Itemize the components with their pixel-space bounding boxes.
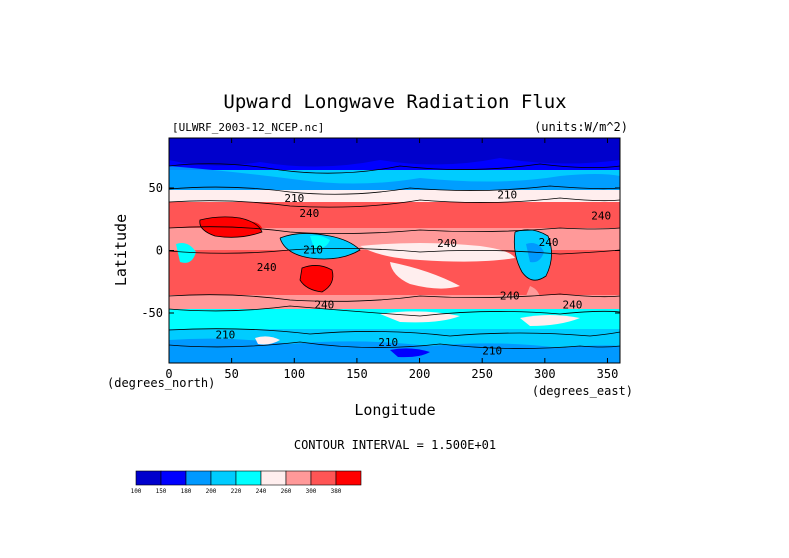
colorbar-swatch — [335, 470, 362, 486]
arabia-hot — [245, 221, 262, 233]
antarctic-core — [390, 348, 430, 358]
x-unit-label: (degrees_east) — [532, 384, 633, 398]
colorbar-label: 380 — [331, 488, 342, 495]
colorbar-label: 150 — [156, 488, 167, 495]
band-midlat-south — [169, 295, 620, 309]
colorbar-swatch — [285, 470, 312, 486]
contour-label: 240 — [299, 207, 319, 220]
colorbar-label: 260 — [281, 488, 292, 495]
africa-cold — [176, 243, 196, 263]
y-tick-label: 50 — [149, 181, 163, 195]
x-axis-label: Longitude — [354, 401, 435, 419]
x-tick-label: 50 — [224, 367, 238, 381]
contour-label: 240 — [591, 210, 611, 223]
y-tick-label: -50 — [141, 306, 163, 320]
colorbar-swatch — [185, 470, 212, 486]
amazon-core — [526, 243, 544, 263]
colorbar: 100 150 180 200 220 240 260 300 380 — [131, 470, 362, 495]
contour-label: 240 — [562, 298, 582, 311]
contour-label: 240 — [314, 298, 334, 311]
colorbar-swatch — [260, 470, 287, 486]
contour-label: 210 — [284, 192, 304, 205]
x-tick-label: 250 — [471, 367, 493, 381]
units-label: (units:W/m^2) — [534, 120, 628, 134]
source-label: [ULWRF_2003-12_NCEP.nc] — [172, 121, 324, 134]
contour-label: 210 — [303, 243, 323, 256]
contour-lines — [169, 163, 620, 349]
x-tick-label: 300 — [534, 367, 556, 381]
x-tick-label: 150 — [346, 367, 368, 381]
contour-labels: 210 210 240 240 240 240 240 210 240 240 240 210 210 2… — [215, 188, 611, 357]
colorbar-swatch — [135, 470, 162, 486]
plot-area: 210 210 240 240 240 240 240 210 240 240 240 210 210 2… — [169, 138, 620, 363]
colorbar-label: 240 — [256, 488, 267, 495]
colorbar-label: 220 — [231, 488, 242, 495]
contour-label: 210 — [378, 336, 398, 349]
y-unit-label: (degrees_north) — [107, 376, 215, 390]
x-tick-label: 100 — [283, 367, 305, 381]
y-tick-label: 0 — [156, 244, 163, 258]
band-tropics — [169, 228, 620, 250]
colorbar-label: 200 — [206, 488, 217, 495]
south-america-tip — [526, 286, 540, 302]
contour-label: 240 — [257, 261, 277, 274]
colorbar-label: 100 — [131, 488, 142, 495]
colorbar-swatch — [210, 470, 237, 486]
axes: 0 50 100 150 200 250 300 350 50 0 -50 — [141, 138, 620, 381]
y-axis-label: Latitude — [112, 214, 130, 286]
contour-label: 210 — [482, 345, 502, 358]
southern-ocean-white-2 — [520, 315, 580, 326]
colorbar-swatch — [310, 470, 337, 486]
arctic-core — [169, 138, 620, 167]
chart-title: Upward Longwave Radiation Flux — [223, 91, 566, 113]
x-tick-label: 200 — [409, 367, 431, 381]
antarctic-core-2 — [255, 336, 280, 345]
colorbar-label: 180 — [181, 488, 192, 495]
contour-interval: CONTOUR INTERVAL = 1.500E+01 — [294, 438, 496, 452]
itcz-band — [360, 243, 515, 262]
colorbar-label: 300 — [306, 488, 317, 495]
band-midlat-north — [169, 190, 620, 202]
contour-label: 210 — [497, 188, 517, 201]
colorbar-swatch — [160, 470, 187, 486]
indonesia-cold — [310, 235, 330, 249]
contour-label: 240 — [437, 237, 457, 250]
contour-label: 240 — [539, 236, 559, 249]
x-tick-label: 350 — [597, 367, 619, 381]
north-pacific-cold — [169, 166, 620, 190]
colorbar-swatch — [235, 470, 262, 486]
x-tick-label: 0 — [165, 367, 172, 381]
contour-label: 240 — [500, 290, 520, 303]
australia-hot — [300, 265, 333, 292]
south-pacific-zone — [390, 262, 460, 289]
contour-label: 210 — [215, 328, 235, 341]
